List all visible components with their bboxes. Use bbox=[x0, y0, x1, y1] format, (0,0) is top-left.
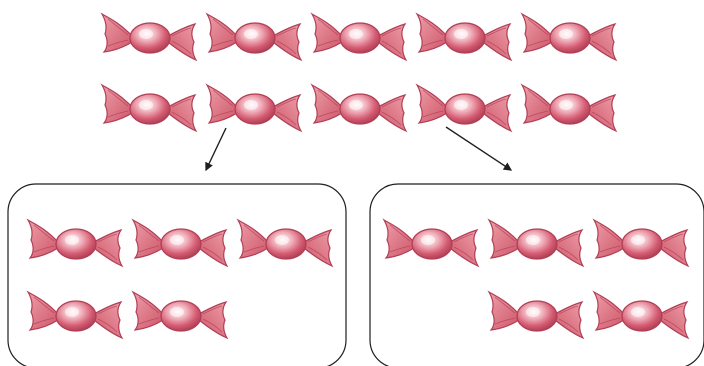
box-right bbox=[369, 183, 704, 366]
top-candy-group bbox=[101, 13, 617, 132]
top-row-1-candy-1 bbox=[101, 13, 197, 61]
box-right-row-2-candy-1 bbox=[488, 291, 584, 339]
box-left-row-2-candy-2 bbox=[132, 291, 228, 339]
top-row-2-candy-2 bbox=[206, 84, 302, 132]
top-row-2-candy-4 bbox=[416, 84, 512, 132]
box-left-row-2-candy-1 bbox=[27, 291, 123, 339]
top-row-1-candy-2 bbox=[206, 13, 302, 61]
top-row-2-candy-3 bbox=[311, 84, 407, 132]
arrow-1 bbox=[205, 127, 227, 172]
top-row-2-candy-1 bbox=[101, 84, 197, 132]
arrows bbox=[205, 126, 513, 172]
box-left-row-1-candy-1 bbox=[27, 219, 123, 267]
top-row-2-candy-5 bbox=[521, 84, 617, 132]
top-row-1-candy-4 bbox=[416, 13, 512, 61]
box-left bbox=[7, 183, 347, 366]
box-right-row-1-candy-3 bbox=[593, 219, 689, 267]
candy-boxes bbox=[7, 183, 704, 366]
box-right-row-2-candy-2 bbox=[593, 291, 689, 339]
box-left-row-1-candy-2 bbox=[132, 219, 228, 267]
box-right-row-1-candy-1 bbox=[383, 219, 479, 267]
arrow-2 bbox=[445, 126, 513, 171]
top-row-1-candy-5 bbox=[521, 13, 617, 61]
box-left-row-1-candy-3 bbox=[237, 219, 333, 267]
top-row-1-candy-3 bbox=[311, 13, 407, 61]
box-right-row-1-candy-2 bbox=[488, 219, 584, 267]
